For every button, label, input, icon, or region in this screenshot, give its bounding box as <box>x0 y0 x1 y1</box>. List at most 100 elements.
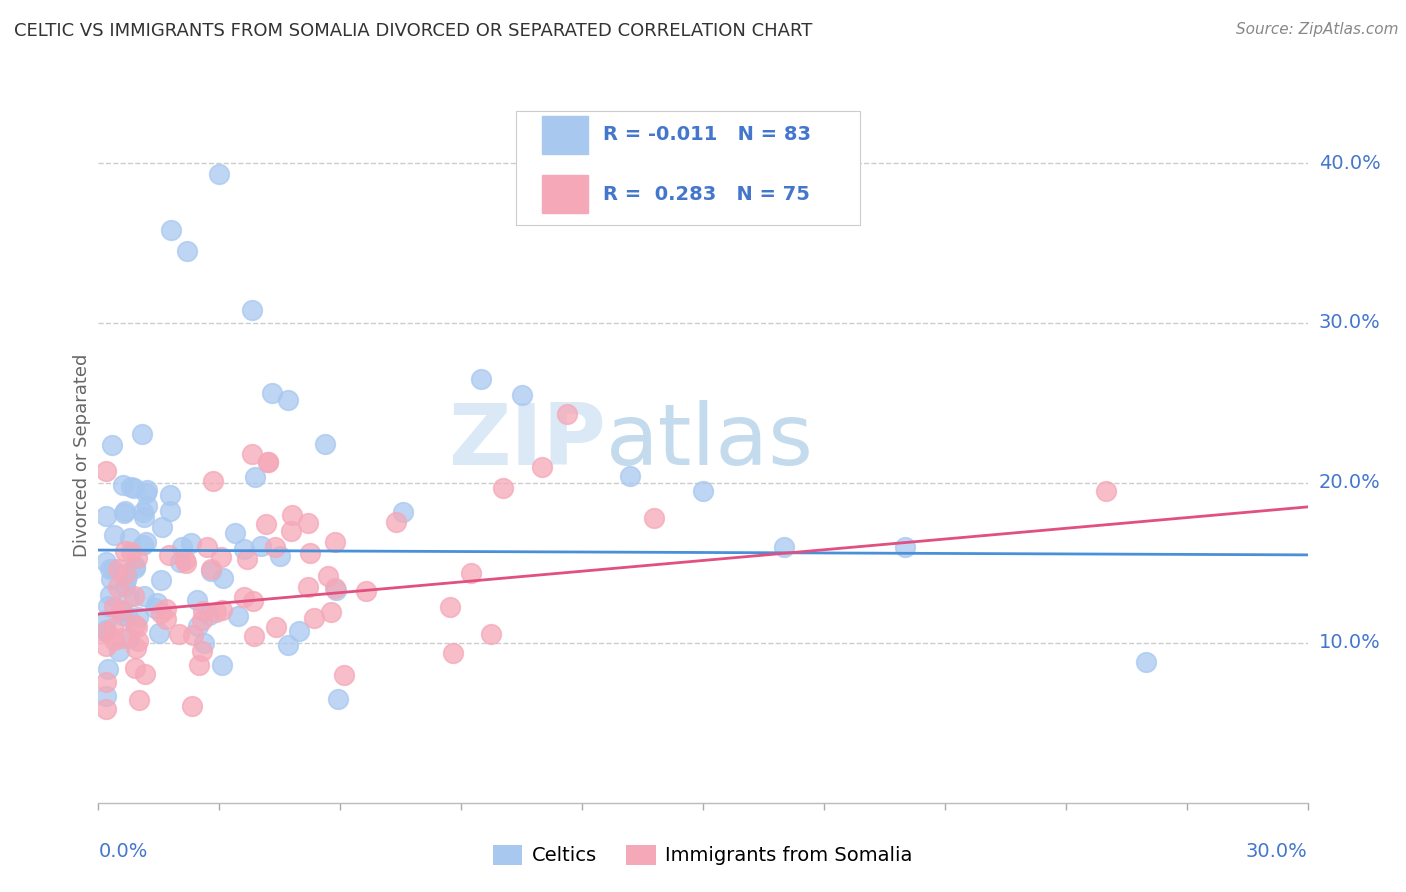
Point <box>201 474 224 488</box>
Point <box>200 562 222 576</box>
Point <box>245 469 267 483</box>
Point <box>115 573 138 587</box>
Point <box>200 564 222 578</box>
Point <box>243 629 266 643</box>
Point <box>281 508 304 522</box>
Point <box>124 558 146 573</box>
Point <box>107 580 129 594</box>
Point <box>191 644 214 658</box>
Point <box>117 590 139 604</box>
Text: R = -0.011   N = 83: R = -0.011 N = 83 <box>603 126 811 145</box>
Point <box>122 589 145 603</box>
Point <box>209 550 232 565</box>
Point <box>96 675 118 690</box>
Point <box>98 589 121 603</box>
Point <box>299 546 322 560</box>
Point <box>643 511 665 525</box>
Point <box>240 303 263 318</box>
Point <box>112 506 135 520</box>
Point <box>325 583 347 598</box>
Point <box>96 613 118 627</box>
Point <box>181 628 204 642</box>
Point <box>150 573 173 587</box>
Point <box>136 483 159 497</box>
Point <box>439 599 461 614</box>
Point <box>96 464 118 478</box>
Point <box>264 540 287 554</box>
Text: 40.0%: 40.0% <box>1319 153 1381 172</box>
Point <box>288 624 311 638</box>
Legend: Celtics, Immigrants from Somalia: Celtics, Immigrants from Somalia <box>485 837 921 873</box>
Point <box>893 540 915 554</box>
Point <box>159 487 181 501</box>
Point <box>114 579 136 593</box>
Point <box>96 555 118 569</box>
Point <box>127 634 149 648</box>
Point <box>97 662 120 676</box>
Point <box>1135 655 1157 669</box>
Point <box>110 631 132 645</box>
Text: 0.0%: 0.0% <box>98 842 148 861</box>
Point <box>391 505 413 519</box>
Point <box>157 548 180 562</box>
Point <box>304 611 326 625</box>
Point <box>117 610 139 624</box>
Point <box>167 626 190 640</box>
Point <box>114 567 136 582</box>
Point <box>103 562 125 576</box>
Text: ZIP: ZIP <box>449 400 606 483</box>
Point <box>170 540 193 554</box>
Point <box>118 632 141 646</box>
Point <box>150 519 173 533</box>
Text: CELTIC VS IMMIGRANTS FROM SOMALIA DIVORCED OR SEPARATED CORRELATION CHART: CELTIC VS IMMIGRANTS FROM SOMALIA DIVORC… <box>14 22 813 40</box>
Point <box>134 510 156 524</box>
Point <box>385 515 408 529</box>
Point <box>479 626 502 640</box>
Point <box>96 624 118 639</box>
Point <box>316 569 339 583</box>
Point <box>145 596 167 610</box>
Point <box>297 580 319 594</box>
Point <box>205 605 228 619</box>
Point <box>103 528 125 542</box>
Point <box>100 438 122 452</box>
Point <box>233 590 256 604</box>
Point <box>277 392 299 407</box>
Point <box>131 505 153 519</box>
Point <box>96 624 118 638</box>
Point <box>236 552 259 566</box>
Point <box>135 534 157 549</box>
Point <box>174 553 197 567</box>
Point <box>492 482 515 496</box>
Point <box>97 599 120 613</box>
Point <box>319 605 342 619</box>
Point <box>260 386 283 401</box>
Point <box>460 566 482 580</box>
Point <box>96 509 118 524</box>
Point <box>135 486 157 500</box>
Point <box>191 604 214 618</box>
Point <box>149 606 172 620</box>
Point <box>226 609 249 624</box>
Point <box>169 555 191 569</box>
Point <box>328 691 350 706</box>
Text: Source: ZipAtlas.com: Source: ZipAtlas.com <box>1236 22 1399 37</box>
Point <box>128 693 150 707</box>
Point <box>103 633 125 648</box>
Point <box>100 573 122 587</box>
Text: 30.0%: 30.0% <box>1319 313 1381 333</box>
Point <box>187 619 209 633</box>
Point <box>297 516 319 530</box>
Point <box>193 635 215 649</box>
Point <box>233 541 256 556</box>
Point <box>354 583 377 598</box>
Point <box>180 536 202 550</box>
Point <box>155 612 177 626</box>
Point <box>101 621 124 635</box>
Point <box>103 599 125 614</box>
Point <box>124 617 146 632</box>
Point <box>176 244 198 258</box>
Point <box>212 570 235 584</box>
Text: 10.0%: 10.0% <box>1319 633 1381 652</box>
Point <box>96 639 118 653</box>
